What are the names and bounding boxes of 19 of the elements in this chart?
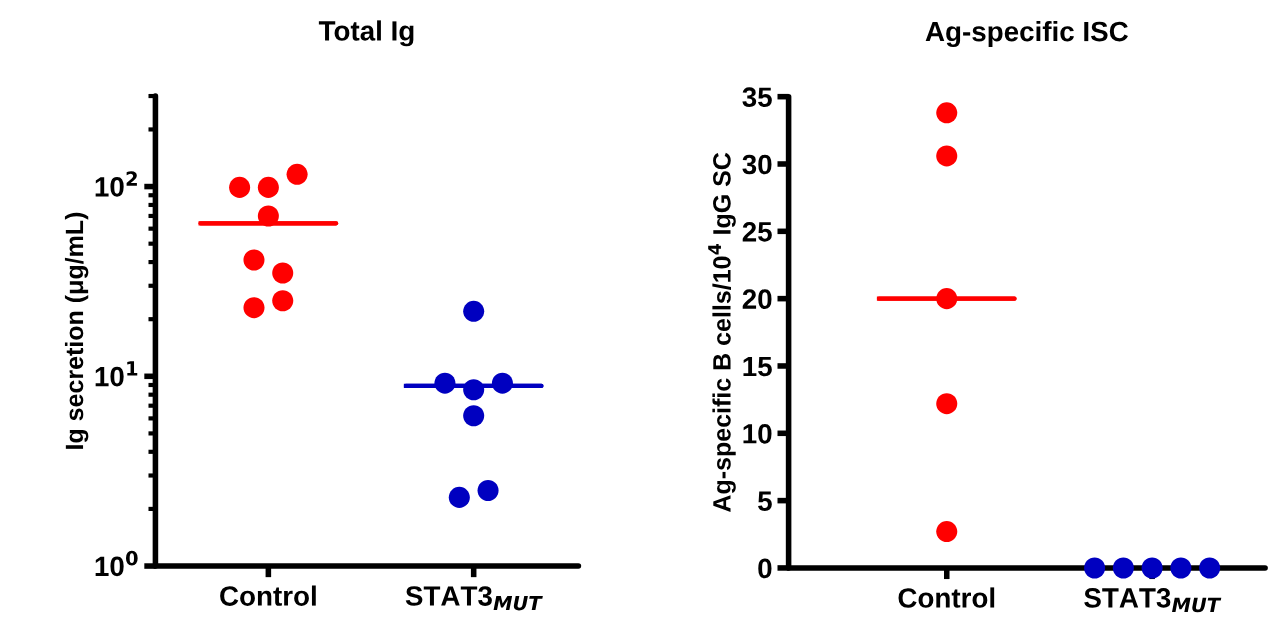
y-tick-label: 20 xyxy=(742,289,772,309)
chart-title: Ag-specific ISC xyxy=(925,20,1128,47)
x-tick-label: STAT3$_{MUT}$ xyxy=(405,586,543,611)
y-axis-title: Ig secretion (μg/mL) xyxy=(64,212,89,449)
chart-title: Total Ig xyxy=(318,20,414,47)
y-tick-label: 30 xyxy=(742,154,772,175)
x-tick-label: STAT3$_{MUT}$ xyxy=(1084,588,1222,613)
x-tick-label: Control xyxy=(220,585,316,606)
y-tick-label: 15 xyxy=(743,356,772,377)
y-tick-label: 10 xyxy=(743,423,772,444)
y-tick-label: 35 xyxy=(742,87,772,108)
x-tick-label: Control xyxy=(898,587,995,608)
y-tick-label: 10$^{0}$ xyxy=(95,550,138,577)
y-tick-label: 10$^{2}$ xyxy=(95,171,137,197)
y-tick-label: 5 xyxy=(758,491,772,511)
y-tick-label: 25 xyxy=(742,221,772,242)
y-tick-label: 0 xyxy=(758,558,772,579)
y-tick-label: 10$^{1}$ xyxy=(95,361,138,387)
y-axis-title: Ag-specific B cells/10$^{4}$ IgG SC xyxy=(708,152,736,512)
